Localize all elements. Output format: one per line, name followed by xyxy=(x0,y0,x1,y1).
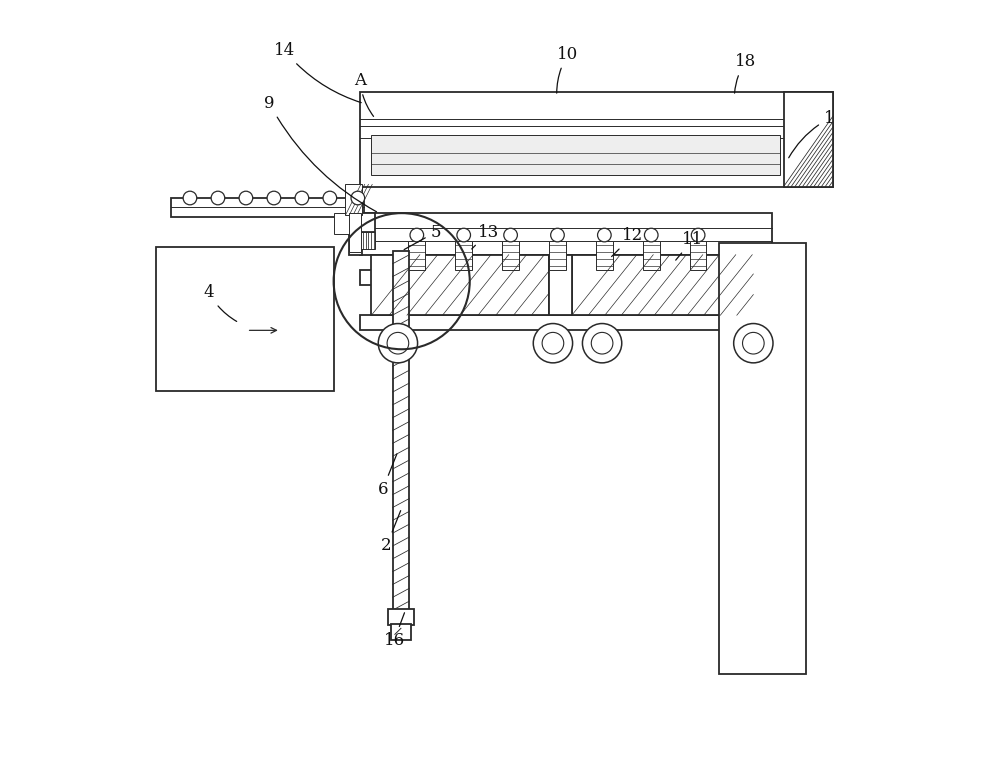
Text: 6: 6 xyxy=(378,454,397,498)
Text: 4: 4 xyxy=(204,284,237,321)
Circle shape xyxy=(582,323,622,363)
Bar xyxy=(360,270,768,285)
Text: 2: 2 xyxy=(381,511,401,554)
Bar xyxy=(359,232,375,249)
Bar xyxy=(643,241,660,270)
Circle shape xyxy=(387,332,409,354)
Bar xyxy=(349,213,375,232)
Text: A: A xyxy=(354,72,374,116)
Bar xyxy=(393,251,409,610)
Circle shape xyxy=(691,228,705,242)
Bar xyxy=(784,92,833,187)
Circle shape xyxy=(211,191,225,205)
Circle shape xyxy=(598,228,611,242)
Text: 11: 11 xyxy=(676,231,703,260)
Bar xyxy=(596,241,613,270)
Bar xyxy=(455,241,472,270)
Text: 5: 5 xyxy=(404,224,441,250)
Bar xyxy=(391,624,411,641)
Bar xyxy=(360,213,772,255)
Circle shape xyxy=(295,191,309,205)
Circle shape xyxy=(591,332,613,354)
Bar xyxy=(360,92,833,187)
Bar xyxy=(334,213,350,234)
Text: 18: 18 xyxy=(735,53,756,93)
Circle shape xyxy=(410,228,424,242)
Bar xyxy=(572,255,753,315)
Text: 14: 14 xyxy=(274,42,361,102)
Text: 13: 13 xyxy=(472,224,499,249)
Text: 1: 1 xyxy=(789,110,834,158)
Bar xyxy=(345,184,362,215)
Circle shape xyxy=(457,228,471,242)
Bar xyxy=(502,241,519,270)
Text: 10: 10 xyxy=(557,46,579,93)
Text: 9: 9 xyxy=(264,95,377,212)
Bar xyxy=(349,213,361,253)
Bar xyxy=(171,198,364,217)
Bar xyxy=(549,255,572,315)
Circle shape xyxy=(183,191,197,205)
Circle shape xyxy=(734,323,773,363)
Circle shape xyxy=(551,228,564,242)
Circle shape xyxy=(533,323,573,363)
Bar xyxy=(388,609,414,625)
Bar xyxy=(408,241,425,270)
Text: 16: 16 xyxy=(384,613,405,649)
Bar xyxy=(690,241,706,270)
Bar xyxy=(371,255,549,315)
Circle shape xyxy=(323,191,337,205)
Circle shape xyxy=(504,228,517,242)
Bar xyxy=(549,241,566,270)
Circle shape xyxy=(351,191,365,205)
Circle shape xyxy=(239,191,253,205)
Bar xyxy=(156,247,334,391)
Text: 12: 12 xyxy=(612,227,643,257)
Bar xyxy=(360,315,768,330)
Circle shape xyxy=(378,323,418,363)
Circle shape xyxy=(542,332,564,354)
Circle shape xyxy=(743,332,764,354)
Bar xyxy=(719,244,806,675)
Circle shape xyxy=(644,228,658,242)
Circle shape xyxy=(267,191,281,205)
Bar xyxy=(371,135,780,175)
Bar xyxy=(349,213,362,255)
